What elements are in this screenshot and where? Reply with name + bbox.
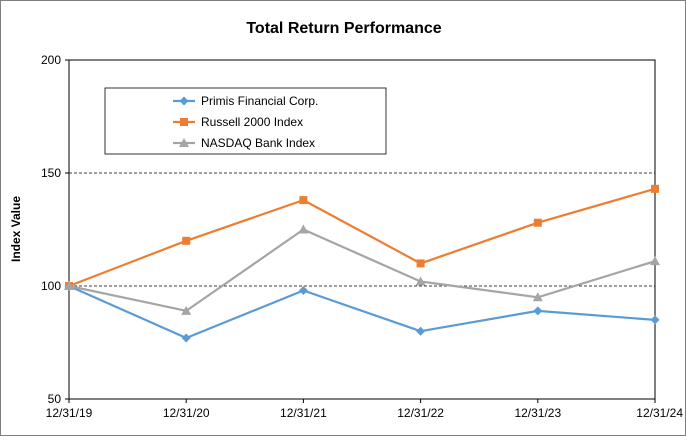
y-axis-label: Index Value — [9, 196, 23, 262]
x-tick-label: 12/31/23 — [514, 406, 561, 420]
x-tick-label: 12/31/20 — [163, 406, 210, 420]
data-point — [181, 333, 191, 343]
legend: Primis Financial Corp. Russell 2000 Index… — [104, 87, 387, 155]
data-point — [298, 286, 308, 296]
data-point — [650, 256, 660, 266]
series-1 — [65, 184, 659, 290]
data-point — [650, 315, 660, 325]
data-point — [651, 184, 659, 193]
series-2 — [64, 224, 660, 315]
data-point — [415, 276, 426, 286]
data-point — [181, 305, 192, 315]
chart-title: Total Return Performance — [246, 20, 441, 37]
x-tick-label: 12/31/22 — [397, 406, 444, 420]
legend-item: Russell 2000 Index — [173, 115, 303, 129]
y-tick-labels: 50 100 150 200 — [41, 53, 61, 406]
legend-item: NASDAQ Bank Index — [173, 136, 315, 150]
legend-swatch-marker — [180, 118, 188, 126]
series-layer — [64, 184, 660, 343]
legend-label: Primis Financial Corp. — [201, 94, 318, 108]
data-point — [416, 259, 425, 268]
x-tick-label: 12/31/24 — [636, 406, 683, 420]
series-line — [68, 187, 656, 288]
data-point — [299, 196, 308, 205]
series-line — [68, 228, 656, 312]
legend-box — [104, 87, 387, 155]
legend-label: Russell 2000 Index — [201, 115, 303, 129]
x-tick-label: 12/31/19 — [46, 406, 93, 420]
series-line — [68, 284, 656, 340]
x-tick-labels: 12/31/19 12/31/20 12/31/21 12/31/22 12/31/23… — [46, 406, 684, 420]
y-tick-label: 200 — [41, 53, 61, 67]
gridlines — [69, 172, 655, 287]
data-point — [64, 281, 74, 290]
plot-area-border — [68, 59, 656, 400]
x-tick-label: 12/31/21 — [280, 406, 327, 420]
legend-item: Primis Financial Corp. — [173, 94, 318, 108]
y-tick-label: 150 — [41, 166, 61, 180]
series-0 — [64, 281, 660, 343]
data-point — [532, 292, 543, 302]
data-point — [533, 218, 542, 227]
legend-swatch-marker — [179, 96, 189, 106]
data-point — [533, 306, 543, 316]
data-point — [298, 224, 309, 234]
legend-swatch-marker — [179, 138, 189, 147]
data-point — [416, 326, 426, 336]
y-tick-label: 100 — [41, 279, 61, 293]
legend-label: NASDAQ Bank Index — [201, 136, 315, 150]
axes — [65, 59, 656, 403]
data-point — [182, 236, 191, 245]
y-tick-label: 50 — [48, 392, 62, 406]
